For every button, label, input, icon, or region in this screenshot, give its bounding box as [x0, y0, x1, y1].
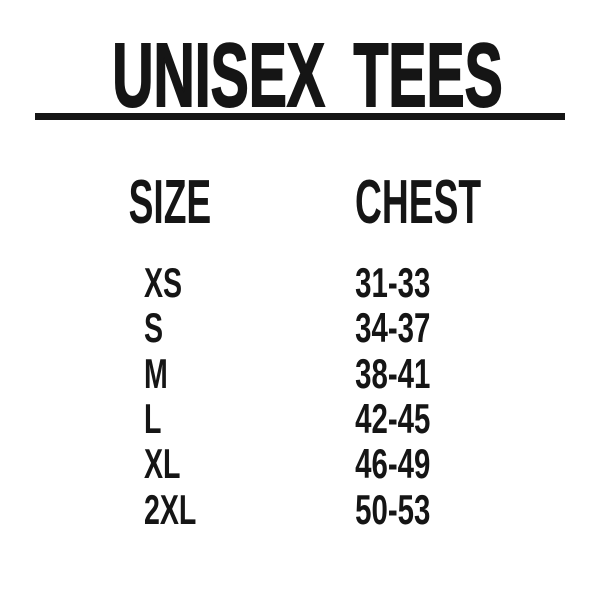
size-cell: XS [144, 259, 183, 306]
size-cell: M [144, 350, 168, 397]
chest-cell: 38-41 [355, 350, 431, 397]
chest-cell: 50-53 [355, 486, 431, 533]
size-cell: L [144, 395, 162, 442]
table-row: M 38-41 [0, 353, 600, 398]
chest-cell: 31-33 [355, 259, 431, 306]
chest-cell: 42-45 [355, 395, 431, 442]
table-row: L 42-45 [0, 398, 600, 443]
size-cell: 2XL [144, 486, 197, 533]
size-cell: S [144, 304, 164, 351]
size-cell: XL [144, 440, 181, 487]
title-underline [35, 113, 565, 120]
page-title-text: UNISEX TEES [112, 26, 504, 126]
table-row: 2XL 50-53 [0, 489, 600, 534]
table-row: XL 46-49 [0, 443, 600, 488]
table-row: XS 31-33 [0, 262, 600, 307]
column-header-chest: CHEST [355, 168, 482, 237]
column-header-size: SIZE [128, 168, 212, 237]
chest-cell: 34-37 [355, 304, 431, 351]
chest-cell: 46-49 [355, 440, 431, 487]
page-title: UNISEX TEES [0, 26, 600, 126]
table-row: S 34-37 [0, 307, 600, 352]
